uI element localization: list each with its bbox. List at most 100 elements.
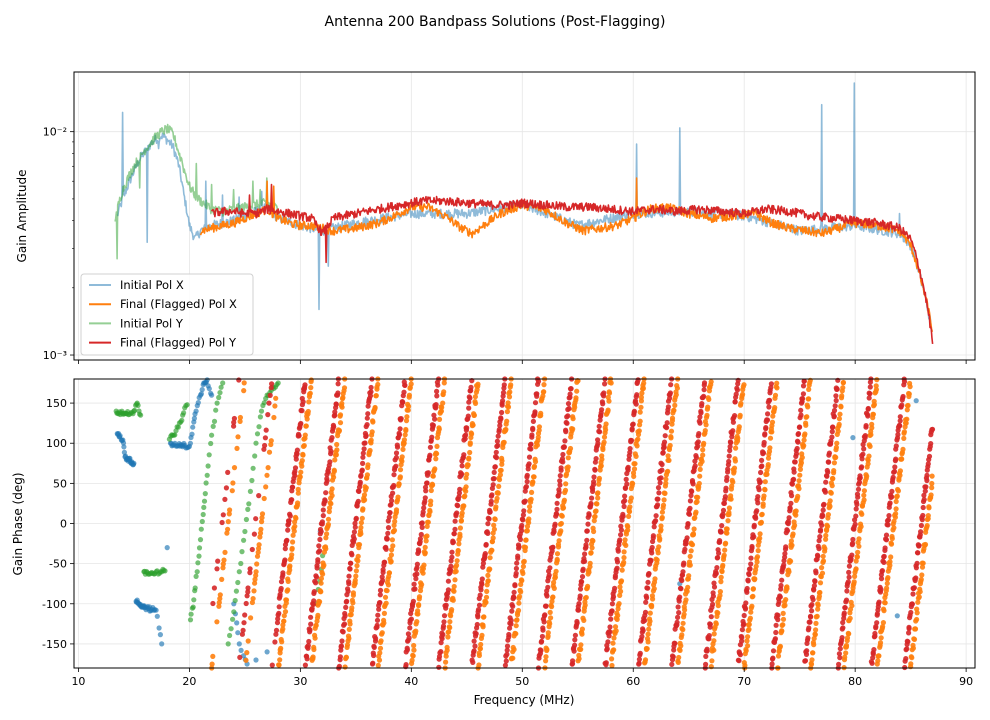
- phase-point-final-flagged-pol-x: [331, 474, 337, 480]
- phase-point-final-flagged-pol-x: [359, 515, 365, 521]
- phase-point-final-flagged-pol-x: [510, 655, 516, 661]
- phase-point-final-flagged-pol-y: [519, 522, 525, 529]
- phase-point-final-flagged-pol-y: [328, 448, 334, 454]
- phase-point-final-flagged-pol-y: [640, 627, 646, 634]
- phase-point-final-flagged-pol-y: [457, 486, 463, 492]
- phase-point-final-flagged-pol-y: [421, 505, 427, 511]
- phase-point-final-flagged-pol-x: [346, 626, 352, 633]
- phase-point-final-flagged-pol-y: [276, 610, 282, 616]
- phase-point-final-flagged-pol-x: [929, 473, 935, 479]
- phase-point-final-flagged-pol-x: [665, 468, 671, 474]
- phase-point-final-flagged-pol-x: [393, 507, 400, 513]
- phase-point-final-flagged-pol-y: [520, 517, 526, 523]
- phase-point-final-flagged-pol-y: [471, 648, 477, 654]
- phase-point-final-flagged-pol-y: [440, 632, 446, 638]
- phase-point-final-flagged-pol-y: [572, 637, 578, 643]
- phase-point-initial-pol-y: [201, 504, 207, 510]
- phase-point-final-flagged-pol-y: [317, 548, 323, 554]
- phase-point-final-flagged-pol-y: [754, 508, 760, 514]
- phase-point-final-flagged-pol-y: [353, 515, 359, 521]
- phase-point-final-flagged-pol-x: [403, 428, 409, 434]
- phase-point-final-flagged-pol-y: [591, 479, 597, 485]
- phase-point-final-flagged-pol-x: [256, 542, 262, 548]
- phase-point-final-flagged-pol-x: [306, 399, 312, 405]
- phase-ylabel: Gain Phase (deg): [11, 472, 25, 575]
- phase-point-final-flagged-pol-y: [519, 528, 525, 534]
- phase-point-final-flagged-pol-x: [356, 542, 363, 548]
- phase-point-final-flagged-pol-y: [853, 506, 859, 512]
- phase-point-final-flagged-pol-y: [779, 577, 785, 583]
- phase-x-tick-label: 40: [404, 675, 418, 688]
- phase-point-final-flagged-pol-y: [657, 480, 663, 486]
- phase-point-final-flagged-pol-y: [475, 607, 482, 613]
- phase-point-final-flagged-pol-x: [888, 554, 894, 560]
- phase-point-initial-pol-y: [196, 545, 203, 551]
- phase-point-final-flagged-pol-y: [743, 600, 749, 606]
- phase-point-final-flagged-pol-y: [516, 544, 522, 550]
- phase-point-final-flagged-pol-y: [897, 423, 903, 429]
- phase-point-final-flagged-pol-y: [274, 620, 281, 626]
- phase-point-final-flagged-pol-x: [609, 662, 615, 669]
- phase-point-final-flagged-pol-x: [873, 387, 880, 393]
- phase-point-final-flagged-pol-y: [839, 635, 845, 641]
- phase-point-final-flagged-pol-x: [343, 654, 349, 661]
- phase-point-final-flagged-pol-y: [926, 453, 933, 459]
- phase-point-final-flagged-pol-x: [755, 548, 761, 554]
- phase-point-final-flagged-pol-x: [676, 654, 682, 661]
- phase-point-final-flagged-pol-x: [631, 466, 638, 472]
- phase-point-final-flagged-pol-x: [404, 414, 410, 420]
- phase-point-final-flagged-pol-y: [282, 546, 288, 552]
- phase-point-final-flagged-pol-y: [339, 638, 345, 644]
- phase-point-final-flagged-pol-x: [887, 562, 893, 569]
- phase-point-final-flagged-pol-x: [278, 645, 284, 652]
- phase-point-final-flagged-pol-x: [740, 391, 746, 397]
- phase-point-final-flagged-pol-y: [876, 599, 882, 605]
- phase-point-final-flagged-pol-x: [618, 588, 624, 595]
- phase-point-final-flagged-pol-y: [923, 484, 929, 490]
- phase-point-final-flagged-pol-x: [225, 519, 231, 525]
- phase-point-final-flagged-pol-x: [456, 541, 462, 547]
- phase-point-final-flagged-pol-y: [674, 619, 680, 625]
- phase-point-initial-pol-y: [227, 632, 233, 639]
- phase-point-final-flagged-pol-y: [513, 565, 520, 572]
- phase-point-final-flagged-pol-x: [522, 544, 529, 551]
- phase-point-final-flagged-pol-y: [440, 623, 447, 629]
- phase-x-tick-label: 60: [626, 675, 640, 688]
- phase-point-final-flagged-pol-y: [478, 587, 484, 593]
- phase-point-final-flagged-pol-y: [800, 396, 806, 402]
- phase-point-initial-pol-y: [206, 452, 212, 458]
- phase-point-final-flagged-pol-y: [424, 480, 430, 486]
- phase-point-final-flagged-pol-x: [625, 524, 631, 530]
- phase-point-final-flagged-pol-y: [807, 619, 813, 625]
- phase-point-final-flagged-pol-y: [575, 607, 582, 613]
- phase-point-final-flagged-pol-y: [335, 390, 341, 396]
- phase-point-final-flagged-pol-x: [454, 562, 460, 569]
- phase-point-final-flagged-pol-y: [629, 426, 635, 432]
- phase-point-initial-pol-y: [253, 440, 259, 446]
- phase-point-final-flagged-pol-y: [791, 469, 797, 475]
- phase-point-final-flagged-pol-y: [327, 459, 333, 465]
- phase-point-final-flagged-pol-y: [436, 664, 442, 670]
- phase-point-final-flagged-pol-y: [352, 520, 358, 527]
- phase-point-final-flagged-pol-y: [855, 494, 861, 500]
- phase-point-final-flagged-pol-y: [582, 558, 588, 564]
- phase-point-final-flagged-pol-x: [811, 642, 817, 648]
- phase-point-final-flagged-pol-x: [721, 552, 727, 558]
- phase-point-final-flagged-pol-y: [452, 518, 458, 524]
- phase-point-final-flagged-pol-x: [606, 390, 613, 396]
- phase-point-final-flagged-pol-x: [671, 407, 677, 413]
- phase-point-final-flagged-pol-x: [285, 578, 291, 585]
- phase-point-final-flagged-pol-x: [764, 471, 770, 477]
- phase-point-final-flagged-pol-x: [257, 530, 264, 536]
- phase-point-final-flagged-pol-x: [339, 404, 345, 410]
- phase-point-final-flagged-pol-y: [707, 621, 714, 627]
- phase-point-final-flagged-pol-y: [512, 583, 518, 589]
- phase-point-final-flagged-pol-y: [751, 534, 757, 540]
- phase-point-final-flagged-pol-x: [464, 471, 470, 477]
- phase-point-final-flagged-pol-x: [419, 582, 425, 588]
- phase-point-final-flagged-pol-x: [377, 650, 383, 656]
- phase-point-final-flagged-pol-x: [459, 510, 465, 516]
- phase-point-final-flagged-pol-x: [900, 446, 906, 452]
- phase-point-final-flagged-pol-x: [416, 603, 422, 609]
- phase-point-final-flagged-pol-x: [531, 463, 538, 469]
